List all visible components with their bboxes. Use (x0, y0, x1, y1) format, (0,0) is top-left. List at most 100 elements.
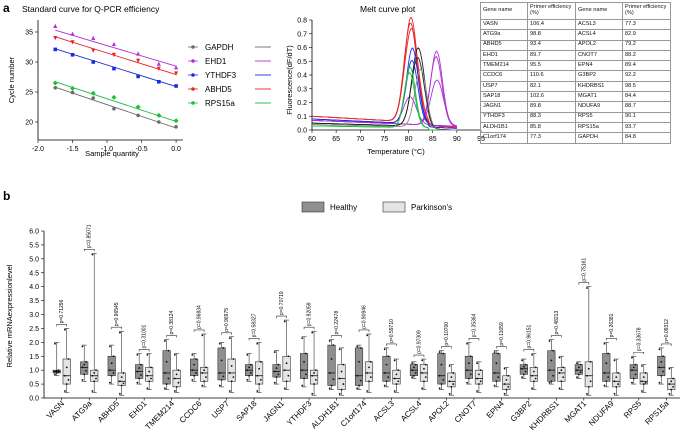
box-parkinsons-box (529, 367, 538, 382)
box-parkinsons-point (256, 390, 259, 392)
melt-y-tick-label: 0.8 (297, 18, 307, 25)
box-healthy-point (495, 380, 498, 383)
box-healthy-point (607, 352, 610, 355)
box-healthy-box (80, 361, 89, 375)
box-legend: Healthy Parkinson's (301, 201, 452, 213)
box-healthy-point (358, 360, 360, 363)
box-healthy-point (163, 340, 166, 342)
box-parkinsons-point (503, 367, 506, 370)
box-healthy-point (576, 376, 578, 379)
box-parkinsons-point (95, 369, 97, 372)
box-parkinsons-box (447, 372, 456, 388)
box-healthy-point (248, 374, 250, 377)
box-healthy-point (631, 369, 633, 372)
melt-y-tick-label: 0.3 (297, 86, 307, 93)
box-ylabel: Relative mRNAexpressionlevel (5, 264, 14, 367)
efficiency-cell: 77.3 (527, 132, 576, 144)
point-RPS15a (52, 80, 58, 86)
box-healthy-point (548, 340, 551, 342)
box-parkinsons-box (255, 361, 264, 385)
sig-bracket (386, 343, 397, 346)
box-healthy-point (356, 387, 359, 390)
box-healthy-point (54, 370, 56, 373)
box-parkinsons-point (366, 334, 369, 337)
box-healthy-point (195, 372, 197, 374)
melt-title: Melt curve plot (360, 4, 416, 14)
box-parkinsons-point (256, 374, 259, 377)
box-healthy-point (495, 362, 498, 365)
box-parkinsons-point (311, 392, 314, 395)
box-parkinsons-point (338, 392, 341, 395)
box-parkinsons-point (615, 385, 618, 388)
box-healthy-point (108, 369, 111, 372)
box-healthy-point (249, 363, 252, 366)
box-healthy-point (658, 381, 661, 384)
table-header: Primer efficiency (%) (527, 2, 576, 20)
melt-y-tick-label: 0.5 (297, 59, 307, 66)
box-healthy-point (136, 370, 139, 373)
point-GAPDH (91, 96, 96, 100)
box-parkinsons-point (369, 376, 372, 379)
efficiency-cell: 106.4 (527, 18, 576, 31)
efficiency-cell: 90.1 (622, 111, 671, 123)
box-healthy-point (222, 347, 225, 349)
std-x-tick-label: -1.0 (101, 146, 113, 153)
box-healthy-point (631, 356, 633, 359)
std-x-tick-label: -1.5 (66, 146, 78, 153)
box-healthy-point (167, 377, 170, 380)
box-healthy-box (547, 350, 556, 382)
sig-bracket (138, 349, 150, 352)
box-parkinsons-point (421, 372, 424, 374)
box-parkinsons-point (313, 383, 315, 385)
box-parkinsons-point (587, 367, 590, 370)
std-y-tick-label: 20 (25, 120, 33, 127)
category-label: RPS15a (643, 399, 671, 427)
box-healthy-point (301, 384, 304, 387)
melt-curve-grey (312, 68, 457, 131)
box-parkinsons-point (120, 384, 123, 387)
box-parkinsons-point (507, 374, 510, 377)
efficiency-cell: 93.4 (527, 39, 576, 51)
category-label: VASN (45, 399, 67, 421)
category-label: NDUFA9 (587, 399, 616, 428)
efficiency-cell: 79.2 (622, 39, 671, 51)
box-y-tick-label: 4.0 (29, 284, 39, 291)
box-healthy-point (438, 374, 441, 377)
box-parkinsons-point (503, 392, 506, 395)
box-y-tick-label: 2.0 (29, 340, 39, 347)
efficiency-cell: 95.5 (527, 60, 576, 72)
box-healthy-point (411, 369, 414, 372)
box-healthy-point (442, 379, 445, 381)
box-parkinsons-point (478, 373, 480, 376)
efficiency-cell: 84.8 (622, 132, 671, 144)
box-healthy-point (440, 383, 443, 385)
std-x-tick-label: 0.0 (171, 146, 181, 153)
box-parkinsons-point (177, 381, 180, 384)
p-value-label: p=0.90946 (362, 305, 368, 329)
box-healthy-point (359, 379, 362, 382)
gene-name-cell: RPS5 (575, 111, 623, 123)
efficiency-cell: 102.6 (527, 91, 576, 103)
box-healthy-point (632, 366, 635, 369)
box-parkinsons-point (423, 380, 425, 383)
box-healthy-point (634, 363, 637, 366)
p-value-label: p=0.59710 (389, 319, 395, 343)
box-healthy-point (383, 348, 386, 351)
box-parkinsons-point (173, 353, 176, 356)
box-healthy-point (220, 359, 223, 362)
box-parkinsons-point (201, 384, 204, 387)
efficiency-cell: 85.8 (527, 121, 576, 134)
box-y-tick-label: 1.0 (29, 368, 39, 375)
box-healthy-point (576, 369, 578, 372)
box-healthy-point (193, 363, 196, 366)
point-ABHD5 (136, 58, 141, 64)
box-parkinsons-point (314, 379, 317, 381)
box-parkinsons-point (118, 380, 121, 383)
category-label: USP7 (210, 399, 232, 421)
box-parkinsons-point (532, 380, 535, 383)
melt-curve-blue (311, 59, 457, 129)
efficiency-cell: 88.7 (622, 101, 671, 113)
box-parkinsons-point (421, 387, 424, 390)
box-parkinsons-point (173, 377, 176, 380)
box-parkinsons-point (369, 360, 372, 363)
